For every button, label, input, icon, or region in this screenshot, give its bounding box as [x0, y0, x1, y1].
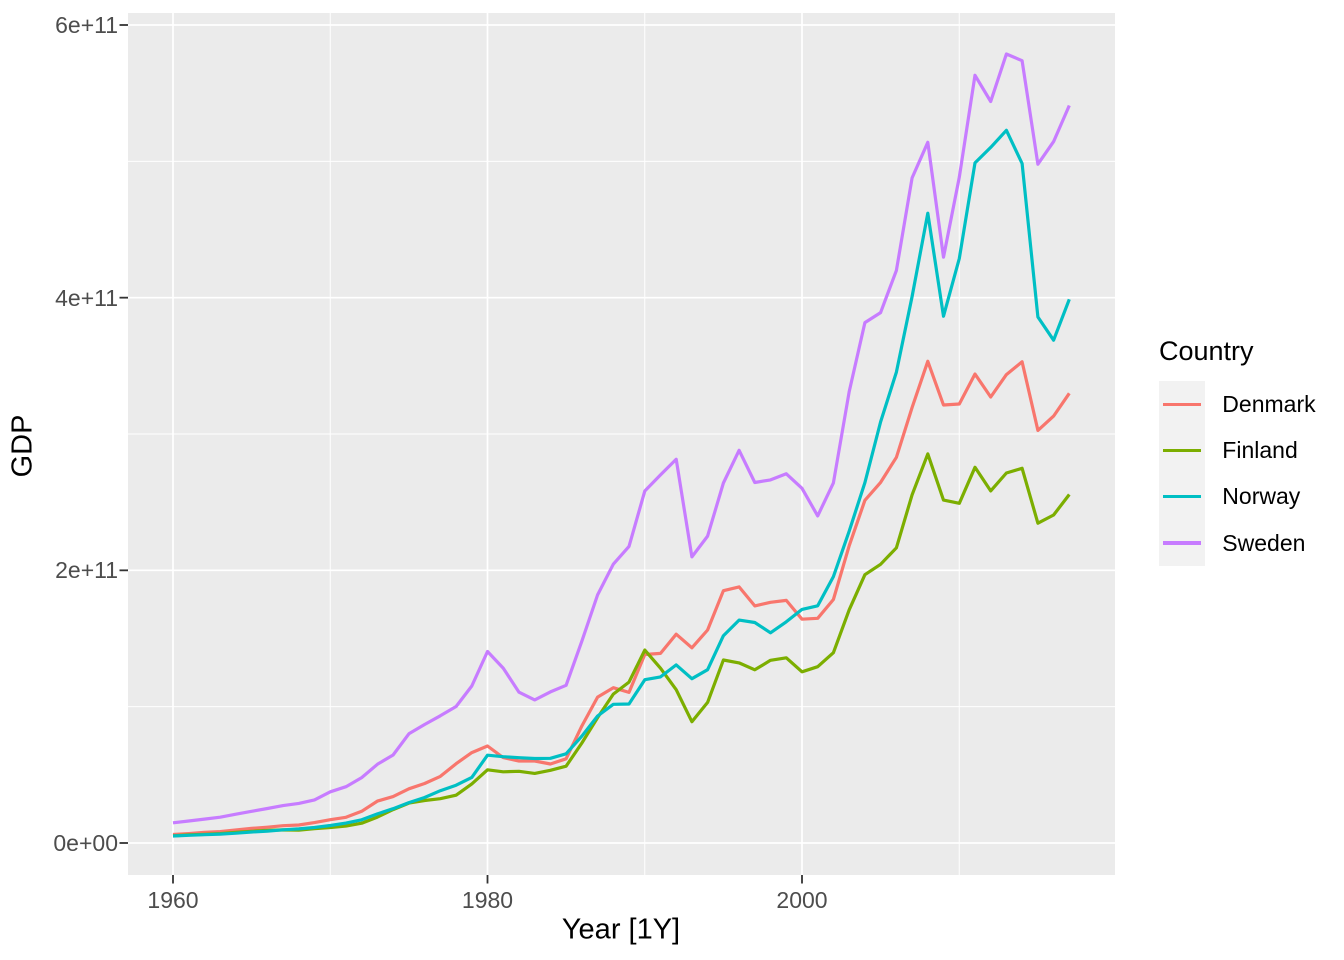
gdp-line-sweden — [172, 52, 1071, 825]
y-tick-label: 2e+11 — [55, 557, 118, 584]
x-tick-label: 1980 — [461, 887, 514, 913]
legend-item: Finland — [1159, 427, 1316, 474]
legend-key — [1159, 473, 1206, 520]
legend-item: Norway — [1159, 473, 1316, 520]
x-tick-label: 1960 — [147, 887, 199, 913]
panel-background — [128, 13, 1115, 875]
legend: Country Denmark Finland Norway Sweden — [1159, 336, 1316, 567]
legend-key — [1159, 427, 1206, 474]
line-swatch-icon — [1163, 495, 1202, 499]
y-tick-label: 4e+11 — [55, 284, 118, 311]
x-axis-title: Year [1Y] — [561, 913, 681, 946]
legend-item: Denmark — [1159, 381, 1316, 428]
legend-item-label: Norway — [1222, 483, 1301, 510]
legend-title: Country — [1159, 336, 1254, 366]
gdp-line-norway — [172, 128, 1071, 838]
legend-key — [1159, 519, 1206, 567]
line-swatch-icon — [1163, 448, 1202, 453]
x-tick-label: 2000 — [776, 887, 828, 913]
y-tick-label: 0e+00 — [53, 830, 118, 856]
legend-items: Denmark Finland Norway Sweden — [1159, 381, 1316, 567]
legend-item-label: Finland — [1222, 436, 1298, 463]
y-axis-title: GDP — [6, 414, 39, 478]
legend-key — [1159, 381, 1206, 428]
line-swatch-icon — [1163, 402, 1202, 406]
legend-item-label: Denmark — [1222, 390, 1316, 417]
legend-item-label: Sweden — [1222, 529, 1306, 556]
legend-item: Sweden — [1159, 519, 1316, 567]
y-tick-label: 6e+11 — [55, 12, 118, 38]
line-swatch-icon — [1163, 541, 1202, 545]
